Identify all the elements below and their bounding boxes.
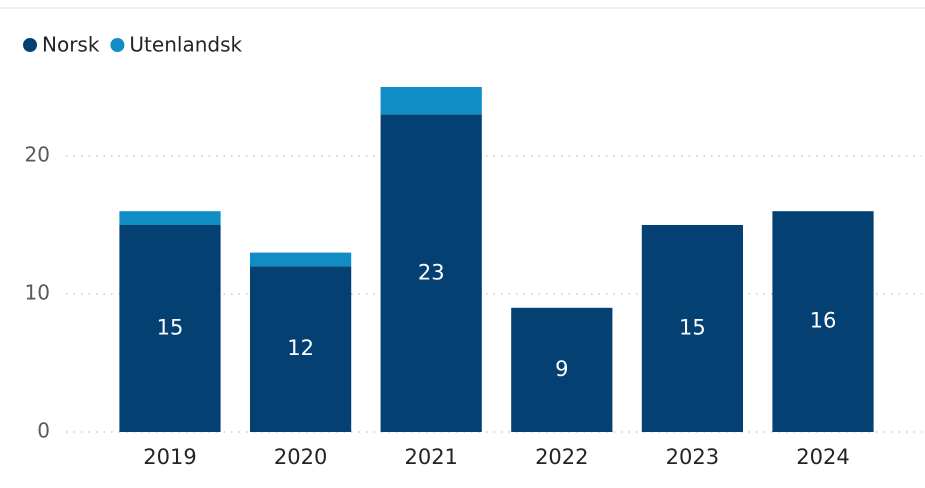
y-tick-label: 0 xyxy=(37,419,50,443)
data-label: 15 xyxy=(157,316,184,340)
y-tick-label: 10 xyxy=(25,281,50,305)
legend-marker xyxy=(110,38,125,52)
bar-segment xyxy=(249,252,352,267)
x-tick-label: 2022 xyxy=(535,445,588,469)
legend-label: Utenlandsk xyxy=(129,33,242,57)
bar-segment xyxy=(772,211,874,432)
x-tick-label: 2024 xyxy=(796,445,849,469)
x-tick-label: 2023 xyxy=(666,445,719,469)
bar-segment xyxy=(119,225,221,432)
legend-marker xyxy=(23,38,37,52)
data-label: 15 xyxy=(679,316,706,340)
y-tick-label: 20 xyxy=(25,143,50,167)
bar-segment xyxy=(380,114,482,432)
x-tick-label: 2021 xyxy=(404,445,457,469)
data-label: 23 xyxy=(418,260,445,284)
bar-segment xyxy=(119,211,221,225)
data-label: 9 xyxy=(555,357,568,381)
bar-segment xyxy=(511,307,613,432)
legend-label: Norsk xyxy=(42,33,100,57)
x-tick-label: 2020 xyxy=(274,445,327,469)
bar-segment xyxy=(641,225,744,432)
data-label: 16 xyxy=(810,309,837,333)
bar-segment xyxy=(380,87,482,115)
x-tick-label: 2019 xyxy=(143,445,196,469)
data-label: 12 xyxy=(287,336,314,360)
bar-segment xyxy=(249,266,352,432)
